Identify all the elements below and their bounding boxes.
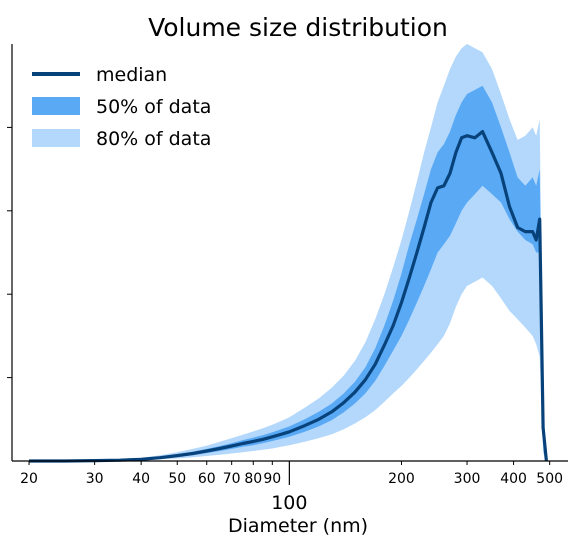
legend: median 50% of data 80% of data [32, 64, 211, 150]
x-tick-label: 30 [86, 471, 104, 487]
x-tick-label: 500 [536, 471, 563, 487]
x-tick-label: 300 [454, 471, 481, 487]
chart-title: Volume size distribution [148, 13, 448, 42]
x-tick-label: 50 [168, 471, 186, 487]
bands-layer [29, 44, 547, 461]
legend-entry-label: 50% of data [96, 96, 211, 118]
x-major-tick-label: 100 [271, 492, 307, 514]
x-tick-label: 200 [388, 471, 415, 487]
x-tick-label: 70 [223, 471, 241, 487]
legend-band50-swatch [32, 97, 80, 115]
x-tick-label: 400 [500, 471, 527, 487]
x-tick-label: 80 [244, 471, 262, 487]
x-tick-label: 60 [198, 471, 216, 487]
median-layer [29, 130, 548, 463]
axes [7, 44, 568, 462]
median-line [29, 130, 548, 463]
band-50-area [29, 85, 547, 461]
x-tick-label: 40 [132, 471, 150, 487]
legend-band80-swatch [32, 129, 80, 147]
legend-entry-label: 80% of data [96, 128, 211, 150]
x-axis-label: Diameter (nm) [228, 515, 368, 537]
x-ticks: 20 30 40 50 60 70 80 90 200 300 400 500 100 [20, 461, 563, 514]
x-tick-label: 20 [20, 471, 38, 487]
band-80-area [29, 44, 547, 461]
x-tick-label: 90 [263, 471, 281, 487]
legend-entry-label: median [96, 64, 167, 86]
